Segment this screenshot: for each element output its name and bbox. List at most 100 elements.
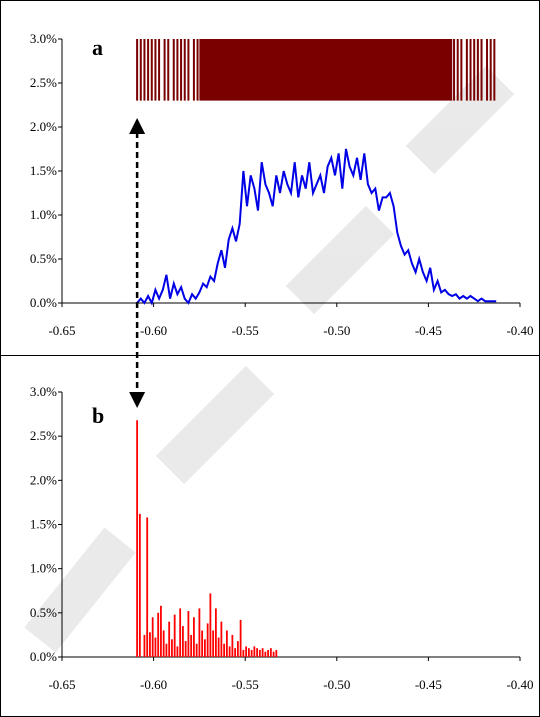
rug-line [196,39,199,101]
bar [203,639,206,657]
bar [261,648,264,657]
rug-line [489,39,492,101]
rug-line [139,39,142,101]
x-tick-label: -0.45 [415,323,442,338]
bar [201,630,204,657]
panel-a-label: a [92,35,103,60]
rug-line [158,39,161,101]
rug-line [469,39,472,101]
rug-line [147,39,150,101]
x-tick-label: -0.55 [232,323,259,338]
bar [195,643,198,657]
rug-line [136,39,139,101]
x-tick-label: -0.65 [48,323,75,338]
x-tick-label: -0.65 [48,677,75,692]
x-tick-label: -0.55 [232,677,259,692]
bar [165,643,168,657]
bar [236,641,239,657]
panel-b-label: b [92,403,104,428]
y-tick-label: 1.5% [30,517,57,532]
rug-line [154,39,157,101]
bar [272,651,275,657]
bar [187,611,190,657]
bars-b [136,420,278,657]
bar [217,637,220,657]
rug-line [183,39,186,101]
y-tick-label: 2.0% [30,119,57,134]
x-tick-label: -0.50 [323,323,350,338]
bar [264,651,267,657]
y-tick-label: 1.0% [30,561,57,576]
y-tick-label: 1.5% [30,163,57,178]
watermark [24,65,515,653]
panel-b: b 0.0% 0.5% 1.0% 1.5% 2.0% 2.5% 3.0% -0.65 -0.60… [30,384,534,692]
rug-line [180,39,183,101]
bar [173,614,176,657]
y-tick-label: 2.5% [30,428,57,443]
bar [151,617,154,657]
bar [149,632,151,657]
watermark-stroke-1 [24,527,136,653]
bar [245,646,248,657]
ticks-b: 0.0% 0.5% 1.0% 1.5% 2.0% 2.5% 3.0% -0.65 -0.60 -0… [30,384,534,692]
rug-line [465,39,468,101]
bar [225,630,228,657]
bar [190,634,193,657]
x-tick-label: -0.40 [506,677,533,692]
rug-line [493,39,496,101]
y-tick-label: 0.5% [30,605,57,620]
y-tick-label: 3.0% [30,384,57,399]
bar [212,630,215,657]
bar [267,649,269,657]
bar [239,619,242,657]
bar [269,648,272,657]
ticks-a: 0.0% 0.5% 1.0% 1.5% 2.0% 2.5% 3.0% -0.65 -0.60 -0… [30,31,534,338]
bar [179,608,182,657]
bar [162,630,165,657]
bar [157,612,160,657]
bar [160,605,162,657]
bar [275,649,278,657]
x-tick-label: -0.45 [415,677,442,692]
bar [220,621,223,657]
arrow-head-down-icon [129,392,146,408]
x-tick-label: -0.60 [140,677,167,692]
watermark-stroke-2 [155,365,275,485]
rug-line [187,39,190,101]
bar [193,617,195,657]
bar [234,648,237,657]
y-tick-label: 2.5% [30,75,57,90]
bar [242,649,245,657]
rug-solid-block [199,39,453,101]
rug-line [172,39,175,101]
bar [138,513,141,657]
y-tick-label: 0.5% [30,251,57,266]
bar [143,634,146,657]
bar [258,649,261,657]
x-tick-label: -0.60 [140,323,167,338]
bar [182,626,184,657]
arrow-head-up-icon [129,118,146,134]
rug-line [167,39,170,101]
axes-b [58,391,521,661]
y-tick-label: 2.0% [30,472,57,487]
bar [223,643,226,657]
rug-line [453,39,456,101]
rug-line [163,39,166,101]
x-tick-label: -0.50 [323,677,350,692]
bar [171,639,173,657]
double-arrow [129,118,146,408]
bar [168,621,171,657]
y-tick-label: 1.0% [30,207,57,222]
rug-line [456,39,459,101]
bar [256,648,259,657]
x-tick-label: -0.40 [506,323,533,338]
bar [198,608,201,657]
rug-a [136,39,496,101]
y-tick-label: 0.0% [30,649,57,664]
watermark-stroke-3 [285,205,395,315]
rug-line [476,39,479,101]
bar [206,623,209,657]
bar [250,649,253,657]
